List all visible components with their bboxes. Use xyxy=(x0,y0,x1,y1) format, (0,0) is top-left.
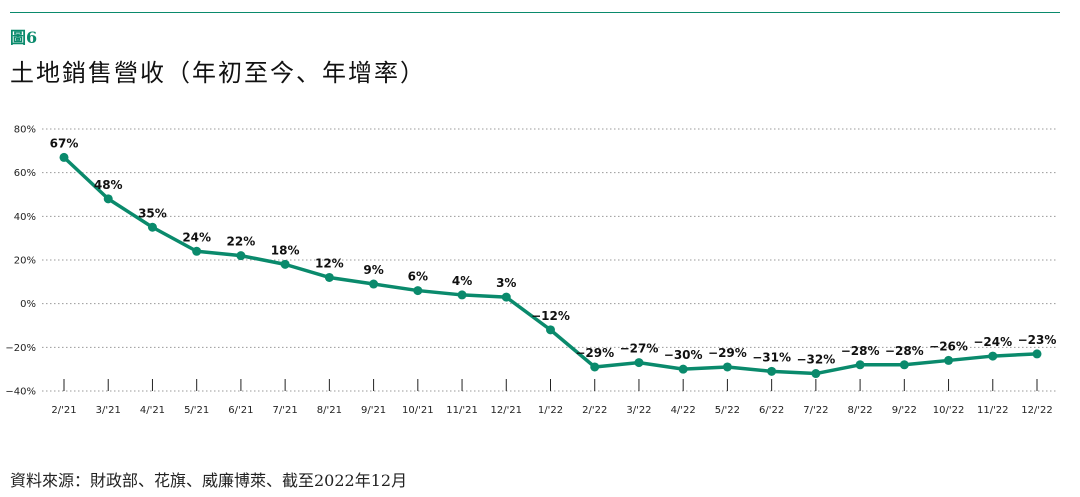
y-tick-label: 80% xyxy=(14,125,36,136)
x-tick-label: 4/'21 xyxy=(140,405,165,416)
x-tick-label: 9/'21 xyxy=(361,405,386,416)
data-point xyxy=(1032,349,1042,359)
x-tick-label: 12/'22 xyxy=(1021,405,1053,416)
x-tick-label: 8/'21 xyxy=(317,405,342,416)
data-point xyxy=(457,290,467,300)
x-tick-label: 6/'22 xyxy=(759,405,784,416)
x-tick-label: 12/'21 xyxy=(490,405,522,416)
y-tick-label: 20% xyxy=(14,256,36,267)
data-point xyxy=(147,222,157,232)
y-axis-ticks: 80% 60% 40% 20% 0% −20% −40% xyxy=(5,125,36,398)
data-label: −26% xyxy=(929,339,968,353)
data-points xyxy=(59,152,1042,379)
grid-lines xyxy=(42,128,1057,392)
source-note: 資料來源：財政部、花旗、威廉博萊、截至2022年12月 xyxy=(10,471,408,490)
x-tick-label: 7/'21 xyxy=(273,405,298,416)
data-label: −29% xyxy=(708,346,747,360)
x-tick-label: 9/'22 xyxy=(892,405,917,416)
data-label: 22% xyxy=(227,235,256,249)
x-axis-ticks: 2/'21 3/'21 4/'21 5/'21 6/'21 7/'21 8/'21 9/'21… xyxy=(51,379,1053,416)
y-tick-label: 0% xyxy=(20,299,36,310)
x-tick-label: 10/'22 xyxy=(933,405,965,416)
data-point xyxy=(678,364,688,374)
x-tick-label: 2/'22 xyxy=(582,405,607,416)
x-tick-label: 7/'22 xyxy=(803,405,828,416)
figure-label: 圖6 xyxy=(10,28,38,47)
data-label: −28% xyxy=(841,344,880,358)
chart-title: 土地銷售營收（年初至今、年增率） xyxy=(10,59,426,87)
data-label: 35% xyxy=(138,206,167,220)
data-label: 24% xyxy=(182,230,211,244)
x-tick-label: 2/'21 xyxy=(51,405,76,416)
data-point xyxy=(767,366,777,376)
x-tick-label: 5/'21 xyxy=(184,405,209,416)
data-point xyxy=(369,279,379,289)
x-tick-label: 3/'21 xyxy=(96,405,121,416)
data-point xyxy=(722,362,732,372)
data-label: 18% xyxy=(271,243,300,257)
data-label: −27% xyxy=(620,342,659,356)
data-point xyxy=(988,351,998,361)
data-label: −32% xyxy=(796,353,835,367)
data-label: −23% xyxy=(1018,333,1057,347)
data-label: 6% xyxy=(408,270,428,284)
x-tick-label: 6/'21 xyxy=(228,405,253,416)
y-tick-label: 40% xyxy=(14,212,36,223)
data-point xyxy=(855,360,865,370)
data-point xyxy=(59,152,69,162)
y-tick-label: −20% xyxy=(5,343,36,354)
x-tick-label: 10/'21 xyxy=(402,405,434,416)
x-tick-label: 1/'22 xyxy=(538,405,563,416)
data-label: −12% xyxy=(531,309,570,323)
data-point xyxy=(899,360,909,370)
data-point xyxy=(811,369,821,379)
x-tick-label: 11/'21 xyxy=(446,405,478,416)
y-tick-label: −40% xyxy=(5,387,36,398)
data-label: 3% xyxy=(496,276,516,290)
series-line xyxy=(62,156,1038,376)
data-labels: 67% 48% 35% 24% 22% 18% 12% 9% 6% 4% 3% −12% −29% −27… xyxy=(50,136,1057,366)
data-label: −24% xyxy=(973,335,1012,349)
data-point xyxy=(944,355,954,365)
series-line-path xyxy=(62,156,1038,376)
data-label: 4% xyxy=(452,274,472,288)
data-label: 67% xyxy=(50,136,79,150)
data-point xyxy=(634,358,644,368)
data-point xyxy=(590,362,600,372)
data-label: 9% xyxy=(363,263,383,277)
top-rule xyxy=(10,12,1060,13)
x-tick-label: 3/'22 xyxy=(626,405,651,416)
data-label: −30% xyxy=(664,348,703,362)
data-label: −29% xyxy=(575,346,614,360)
x-tick-label: 11/'22 xyxy=(977,405,1009,416)
x-tick-label: 8/'22 xyxy=(847,405,872,416)
data-point xyxy=(192,246,202,256)
x-tick-label: 4/'22 xyxy=(671,405,696,416)
data-point xyxy=(501,292,511,302)
data-point xyxy=(236,251,246,261)
y-tick-label: 60% xyxy=(14,168,36,179)
data-point xyxy=(280,259,290,269)
data-point xyxy=(546,325,555,335)
data-label: 48% xyxy=(94,178,123,192)
data-label: 12% xyxy=(315,256,344,270)
data-point xyxy=(324,272,334,282)
data-label: −28% xyxy=(885,344,924,358)
data-point xyxy=(413,286,423,296)
data-point xyxy=(103,194,113,204)
x-tick-label: 5/'22 xyxy=(715,405,740,416)
data-label: −31% xyxy=(752,350,791,364)
